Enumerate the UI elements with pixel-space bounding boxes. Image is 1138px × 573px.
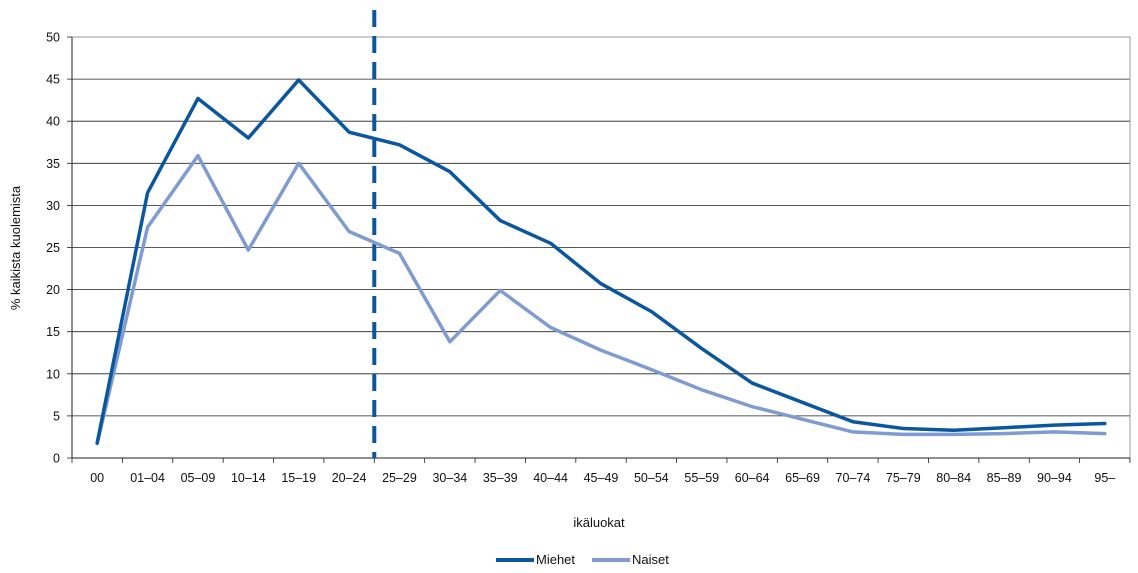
x-tick-label: 15–19 <box>281 471 316 485</box>
series-lines <box>95 78 1107 446</box>
y-tick-label: 40 <box>46 115 60 129</box>
x-tick-label: 05–09 <box>181 471 216 485</box>
y-axis-title: % kaikista kuolemista <box>8 185 23 310</box>
x-tick-label: 90–94 <box>1037 471 1072 485</box>
x-tick-label: 65–69 <box>785 471 820 485</box>
legend-label-naiset: Naiset <box>632 552 669 567</box>
x-tick-label: 85–89 <box>987 471 1022 485</box>
axes <box>67 36 1131 463</box>
x-tick-label: 60–64 <box>735 471 770 485</box>
x-tick-label: 40–44 <box>533 471 568 485</box>
x-tick-label: 45–49 <box>584 471 619 485</box>
y-tick-label: 15 <box>46 325 60 339</box>
x-tick-label: 25–29 <box>382 471 417 485</box>
x-tick-label: 55–59 <box>684 471 719 485</box>
gridlines <box>72 36 1130 417</box>
y-tick-labels: 0 5 10 15 20 25 30 35 40 45 50 <box>46 31 60 466</box>
x-tick-label: 50–54 <box>634 471 669 485</box>
y-tick-label: 30 <box>46 199 60 213</box>
x-axis-title: ikäluokat <box>573 515 625 530</box>
series-line-naiset <box>95 153 1107 446</box>
x-tick-label: 20–24 <box>332 471 367 485</box>
x-tick-label: 70–74 <box>836 471 871 485</box>
y-tick-label: 20 <box>46 283 60 297</box>
x-tick-label: 01–04 <box>130 471 165 485</box>
y-tick-label: 10 <box>46 367 60 381</box>
x-tick-label: 95– <box>1094 471 1115 485</box>
legend-label-miehet: Miehet <box>536 552 575 567</box>
series-line-miehet <box>95 78 1107 445</box>
y-tick-label: 0 <box>53 452 60 466</box>
y-tick-label: 25 <box>46 241 60 255</box>
x-tick-label: 80–84 <box>936 471 971 485</box>
x-tick-label: 75–79 <box>886 471 921 485</box>
x-tick-label: 10–14 <box>231 471 266 485</box>
y-tick-label: 45 <box>46 73 60 87</box>
x-tick-label: 35–39 <box>483 471 518 485</box>
x-tick-label: 30–34 <box>432 471 467 485</box>
y-tick-label: 5 <box>53 409 60 423</box>
y-tick-label: 35 <box>46 157 60 171</box>
x-tick-label: 00 <box>90 471 104 485</box>
legend: Miehet Naiset <box>496 552 669 567</box>
y-tick-label: 50 <box>46 31 60 45</box>
x-tick-labels: 00 01–04 05–09 10–14 15–19 20–24 25–29 30–34 35–… <box>90 471 1115 485</box>
